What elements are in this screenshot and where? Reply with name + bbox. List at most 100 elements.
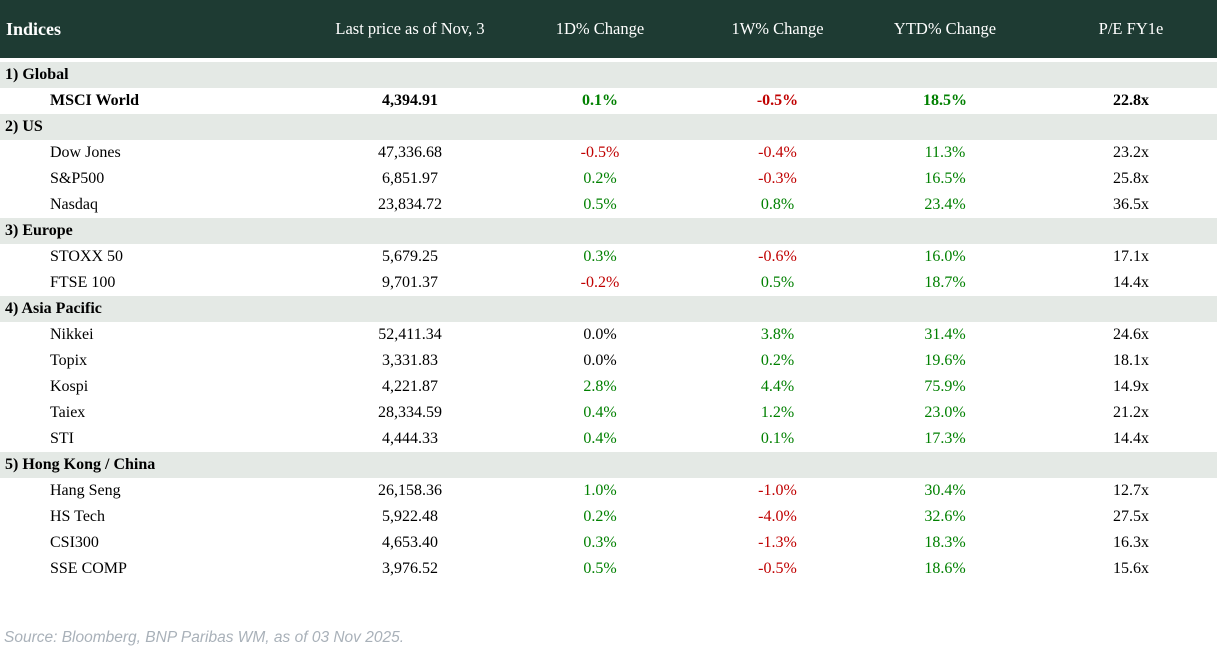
change-1w-cell: -1.0% bbox=[758, 482, 797, 499]
change-ytd-cell: 75.9% bbox=[924, 378, 966, 395]
table-row: Nikkei 52,411.34 0.0% 3.8% 31.4% 24.6x bbox=[0, 322, 1217, 348]
change-1d-cell: 0.3% bbox=[583, 248, 617, 265]
table-row: SSE COMP 3,976.52 0.5% -0.5% 18.6% 15.6x bbox=[0, 556, 1217, 582]
table-row: MSCI World 4,394.91 0.1% -0.5% 18.5% 22.8x bbox=[0, 88, 1217, 114]
column-header-indices: Indices bbox=[6, 18, 62, 39]
change-1w-cell: 0.2% bbox=[760, 352, 795, 369]
section-label: 1) Global bbox=[5, 66, 69, 83]
table-row: STOXX 50 5,679.25 0.3% -0.6% 16.0% 17.1x bbox=[0, 244, 1217, 270]
table-row: Topix 3,331.83 0.0% 0.2% 19.6% 18.1x bbox=[0, 348, 1217, 374]
index-name-cell: Taiex bbox=[50, 404, 86, 421]
index-name-cell: HS Tech bbox=[50, 508, 106, 525]
pe-cell: 25.8x bbox=[1113, 170, 1149, 187]
change-1d-cell: 0.4% bbox=[583, 430, 617, 447]
change-1w-cell: -4.0% bbox=[758, 508, 797, 525]
last-price-cell: 3,976.52 bbox=[382, 560, 438, 577]
table-row: STI 4,444.33 0.4% 0.1% 17.3% 14.4x bbox=[0, 426, 1217, 452]
index-name-cell: STOXX 50 bbox=[50, 248, 124, 265]
pe-cell: 23.2x bbox=[1113, 144, 1149, 161]
table-row: Hang Seng 26,158.36 1.0% -1.0% 30.4% 12.7x bbox=[0, 478, 1217, 504]
change-1d-cell: 0.0% bbox=[583, 326, 617, 343]
change-ytd-cell: 23.4% bbox=[924, 196, 966, 213]
last-price-cell: 4,653.40 bbox=[382, 534, 438, 551]
column-header-1d-change: 1D% Change bbox=[555, 19, 645, 38]
change-ytd-cell: 16.0% bbox=[924, 248, 966, 265]
indices-table: Indices Last price as of Nov, 3 1D% Chan… bbox=[0, 0, 1217, 582]
last-price-cell: 6,851.97 bbox=[382, 170, 438, 187]
table-row: FTSE 100 9,701.37 -0.2% 0.5% 18.7% 14.4x bbox=[0, 270, 1217, 296]
last-price-cell: 4,394.91 bbox=[382, 92, 438, 109]
index-name-cell: Topix bbox=[50, 352, 88, 369]
header-gap bbox=[0, 58, 1217, 62]
change-ytd-cell: 32.6% bbox=[924, 508, 966, 525]
last-price-cell: 5,922.48 bbox=[382, 508, 438, 525]
section-row: 2) US bbox=[0, 114, 1217, 140]
change-1w-cell: 3.8% bbox=[760, 326, 795, 343]
change-1d-cell: 0.3% bbox=[583, 534, 617, 551]
change-1d-cell: -0.2% bbox=[580, 274, 620, 291]
pe-cell: 24.6x bbox=[1113, 326, 1149, 343]
change-1d-cell: 0.5% bbox=[583, 560, 617, 577]
section-row: 3) Europe bbox=[0, 218, 1217, 244]
index-name-cell: Dow Jones bbox=[50, 144, 121, 161]
last-price-cell: 23,834.72 bbox=[378, 196, 442, 213]
pe-cell: 15.6x bbox=[1113, 560, 1149, 577]
last-price-cell: 4,221.87 bbox=[382, 378, 438, 395]
section-label: 4) Asia Pacific bbox=[5, 300, 102, 317]
table-row: Taiex 28,334.59 0.4% 1.2% 23.0% 21.2x bbox=[0, 400, 1217, 426]
change-ytd-cell: 18.6% bbox=[924, 560, 966, 577]
pe-cell: 21.2x bbox=[1113, 404, 1149, 421]
index-name-cell: Hang Seng bbox=[50, 482, 121, 499]
change-ytd-cell: 19.6% bbox=[924, 352, 966, 369]
change-ytd-cell: 17.3% bbox=[924, 430, 966, 447]
change-1d-cell: -0.5% bbox=[580, 144, 620, 161]
change-1d-cell: 0.2% bbox=[583, 170, 617, 187]
index-name-cell: MSCI World bbox=[50, 92, 140, 109]
change-1w-cell: 0.5% bbox=[760, 274, 795, 291]
last-price-cell: 9,701.37 bbox=[382, 274, 438, 291]
index-name-cell: FTSE 100 bbox=[50, 274, 116, 291]
change-1d-cell: 0.5% bbox=[583, 196, 617, 213]
pe-cell: 14.4x bbox=[1113, 274, 1149, 291]
last-price-cell: 4,444.33 bbox=[382, 430, 438, 447]
change-1d-cell: 1.0% bbox=[583, 482, 617, 499]
table-row: S&P500 6,851.97 0.2% -0.3% 16.5% 25.8x bbox=[0, 166, 1217, 192]
change-1w-cell: 0.1% bbox=[760, 430, 795, 447]
change-1w-cell: -0.5% bbox=[756, 92, 799, 109]
table-row: Dow Jones 47,336.68 -0.5% -0.4% 11.3% 23.2x bbox=[0, 140, 1217, 166]
section-row: 5) Hong Kong / China bbox=[0, 452, 1217, 478]
table-body: 1) Global MSCI World 4,394.91 0.1% -0.5% 18.5… bbox=[0, 62, 1217, 582]
change-ytd-cell: 18.5% bbox=[923, 92, 967, 109]
pe-cell: 18.1x bbox=[1113, 352, 1149, 369]
change-1d-cell: 0.4% bbox=[583, 404, 617, 421]
table-header-row: Indices Last price as of Nov, 3 1D% Chan… bbox=[0, 0, 1217, 58]
column-header-ytd-change: YTD% Change bbox=[893, 19, 997, 38]
change-1d-cell: 0.2% bbox=[583, 508, 617, 525]
change-1d-cell: 0.0% bbox=[583, 352, 617, 369]
change-1w-cell: -1.3% bbox=[758, 534, 797, 551]
column-header-pe: P/E FY1e bbox=[1098, 19, 1164, 38]
index-name-cell: SSE COMP bbox=[50, 560, 127, 577]
change-ytd-cell: 16.5% bbox=[924, 170, 966, 187]
change-1w-cell: -0.3% bbox=[758, 170, 797, 187]
index-name-cell: S&P500 bbox=[50, 170, 105, 187]
section-row: 4) Asia Pacific bbox=[0, 296, 1217, 322]
change-1w-cell: -0.5% bbox=[758, 560, 797, 577]
section-label: 5) Hong Kong / China bbox=[5, 456, 156, 473]
pe-cell: 17.1x bbox=[1113, 248, 1149, 265]
table-row: CSI300 4,653.40 0.3% -1.3% 18.3% 16.3x bbox=[0, 530, 1217, 556]
index-name-cell: Nasdaq bbox=[50, 196, 98, 213]
section-label: 3) Europe bbox=[5, 222, 73, 239]
change-ytd-cell: 18.3% bbox=[924, 534, 966, 551]
last-price-cell: 52,411.34 bbox=[378, 326, 442, 343]
pe-cell: 27.5x bbox=[1113, 508, 1149, 525]
change-ytd-cell: 31.4% bbox=[924, 326, 966, 343]
change-ytd-cell: 18.7% bbox=[924, 274, 966, 291]
source-note: Source: Bloomberg, BNP Paribas WM, as of… bbox=[4, 629, 405, 646]
pe-cell: 14.4x bbox=[1113, 430, 1149, 447]
pe-cell: 14.9x bbox=[1113, 378, 1149, 395]
index-name-cell: STI bbox=[50, 430, 74, 447]
table-row: Kospi 4,221.87 2.8% 4.4% 75.9% 14.9x bbox=[0, 374, 1217, 400]
table-row: HS Tech 5,922.48 0.2% -4.0% 32.6% 27.5x bbox=[0, 504, 1217, 530]
column-header-last-price: Last price as of Nov, 3 bbox=[335, 19, 485, 38]
